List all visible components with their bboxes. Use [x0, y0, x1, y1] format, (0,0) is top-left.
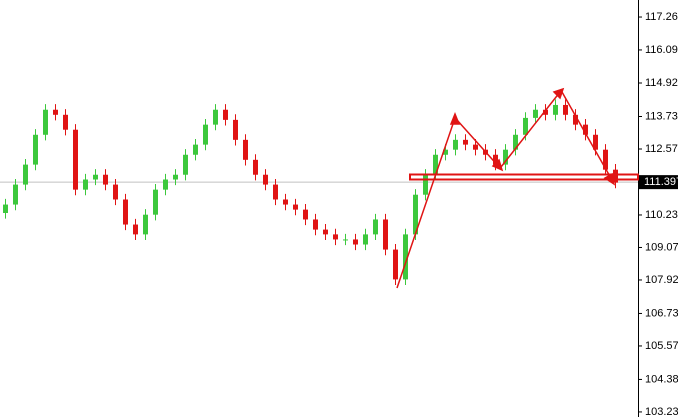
trend-arrow	[500, 91, 561, 168]
y-tick-label: 117.265	[645, 11, 678, 23]
candle-body	[383, 219, 388, 250]
candle-body	[413, 194, 418, 235]
candle-body	[63, 114, 68, 130]
candle-body	[443, 149, 448, 155]
candle-body	[423, 174, 428, 195]
candle-body	[583, 124, 588, 135]
y-tick-label: 110.230	[645, 209, 678, 221]
candle-body	[223, 109, 228, 120]
arrow-head	[603, 172, 616, 186]
candle-body	[73, 129, 78, 190]
candle-body	[193, 144, 198, 155]
candle-body	[253, 159, 258, 175]
y-tick-label: 103.230	[645, 406, 678, 417]
arrow-head	[552, 87, 565, 100]
candle-body	[503, 149, 508, 165]
candle-body	[93, 174, 98, 180]
trend-arrow	[456, 119, 501, 169]
candle-body	[343, 239, 348, 241]
candle-body	[493, 154, 498, 165]
plot	[0, 99, 638, 286]
candle-body	[243, 139, 248, 160]
candle-body	[23, 164, 28, 185]
candle-body	[513, 134, 518, 150]
candle-body	[3, 204, 8, 214]
candle-body	[143, 214, 148, 235]
y-tick-label: 113.730	[645, 110, 678, 122]
candle-body	[283, 199, 288, 205]
candle-body	[113, 184, 118, 200]
candle-body	[183, 154, 188, 175]
y-tick-label: 106.730	[645, 307, 678, 319]
candle-body	[603, 149, 608, 170]
candle-body	[313, 219, 318, 230]
candle-body	[173, 174, 178, 180]
candle-body	[53, 109, 58, 115]
price-axis: 117.265 116.095 114.920 113.730 112.575 110.2…	[638, 11, 678, 417]
candle-body	[153, 189, 158, 215]
y-tick-label: 104.385	[645, 373, 678, 385]
candle-body	[273, 184, 278, 200]
candle-body	[453, 139, 458, 150]
candle-body	[133, 224, 138, 235]
candle-body	[323, 229, 328, 235]
candle-body	[553, 104, 558, 115]
y-tick-label: 105.575	[645, 340, 678, 352]
y-tick-label: 112.575	[645, 143, 678, 155]
candle-body	[213, 109, 218, 125]
candle-body	[523, 117, 528, 135]
trend-arrow	[396, 117, 456, 289]
candle-body	[473, 144, 478, 150]
candle-body	[13, 184, 18, 205]
candle-body	[563, 104, 568, 115]
candle-body	[393, 249, 398, 280]
candle-body	[123, 199, 128, 225]
candle-body	[613, 169, 618, 183]
trend-arrow	[561, 91, 613, 181]
candle-body	[293, 204, 298, 210]
last-price-label: 111.397	[644, 176, 678, 188]
candle-body	[233, 119, 238, 140]
candle-body	[373, 219, 378, 235]
candle-body	[163, 179, 168, 190]
candle-body	[543, 109, 548, 115]
candle-body	[573, 114, 578, 125]
candle-body	[363, 234, 368, 245]
candle-body	[333, 234, 338, 240]
candle-body	[263, 174, 268, 185]
candle-body	[303, 209, 308, 220]
candle-body	[43, 109, 48, 135]
y-tick-label: 109.075	[645, 241, 678, 253]
zone-rect	[409, 173, 639, 181]
last-price-box	[639, 175, 678, 190]
arrow-head	[491, 158, 504, 172]
candle-body	[533, 109, 538, 118]
arrow-head	[449, 111, 461, 125]
candle-body	[353, 239, 358, 245]
y-tick-label: 114.920	[645, 77, 678, 89]
candle-body	[33, 134, 38, 165]
candle-body	[463, 139, 468, 145]
candle-body	[403, 234, 408, 280]
candle-body	[433, 154, 438, 175]
annotations	[396, 87, 639, 289]
candle-body	[593, 134, 598, 150]
candle-body	[83, 179, 88, 190]
candle-body	[203, 124, 208, 145]
candle-body	[103, 174, 108, 185]
y-tick-label: 116.095	[645, 44, 678, 56]
y-tick-label: 107.920	[645, 274, 678, 286]
